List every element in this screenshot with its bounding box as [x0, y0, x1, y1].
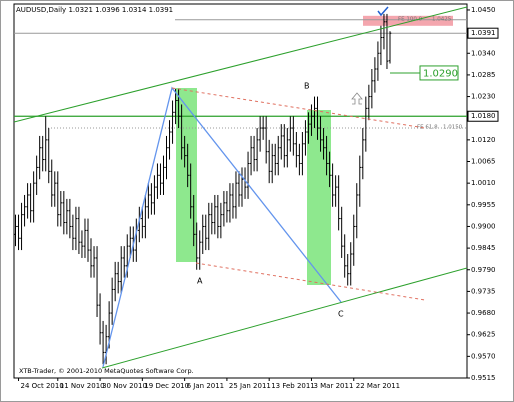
- wave-label: C: [338, 310, 344, 319]
- y-tick-label: 0.9570: [471, 352, 496, 360]
- channel-line: [14, 6, 467, 123]
- y-tick-label: 0.9735: [471, 287, 496, 295]
- fib-level-name: FE 100.0: [398, 16, 423, 22]
- chart-header: AUDUSD,Daily 1.0321 1.0396 1.0314 1.0391: [16, 6, 173, 14]
- y-tick-label: 0.9955: [471, 201, 496, 209]
- price-label: 1.0391: [471, 29, 496, 37]
- x-tick-label: 19 Dec 2010: [144, 382, 189, 390]
- plot-area: [13, 3, 468, 379]
- y-tick-label: 0.9900: [471, 222, 496, 230]
- y-tick-label: 1.0230: [471, 93, 496, 101]
- wave-label: B: [304, 82, 310, 91]
- y-tick-label: 0.9680: [471, 309, 496, 317]
- x-tick-label: 30 Nov 2010: [102, 382, 147, 390]
- x-tick-label: 24 Oct 2010: [21, 382, 64, 390]
- y-tick-label: 0.9845: [471, 244, 496, 252]
- target-label: 1.0290: [423, 68, 458, 79]
- support-label: 1.0180: [471, 112, 496, 120]
- y-tick-label: 0.9625: [471, 331, 496, 339]
- y-tick-label: 0.9515: [471, 374, 496, 382]
- price-label-box: [467, 27, 499, 39]
- levels: FE 100.0 1.0425 FE 61.8 1.0150: [14, 15, 467, 131]
- target-box: [419, 65, 459, 81]
- symbol: AUDUSD,Daily: [16, 6, 66, 14]
- x-tick-label: 11 Nov 2010: [60, 382, 105, 390]
- y-tick-label: 1.0010: [471, 179, 496, 187]
- x-tick-label: 3 Mar 2011: [313, 382, 353, 390]
- drawings: [14, 6, 467, 369]
- level-box: [363, 15, 453, 26]
- y-tick-label: 0.9790: [471, 266, 496, 274]
- low-value: 1.0314: [122, 6, 147, 14]
- y-tick-label: 1.0065: [471, 158, 496, 166]
- high-value: 1.0396: [95, 6, 120, 14]
- arrow-icon: [351, 92, 363, 105]
- x-tick-label: 6 Jan 2011: [187, 382, 225, 390]
- wave-label: A: [197, 277, 203, 286]
- check-icon: [377, 6, 389, 17]
- fib-level-name: FE 61.8: [417, 125, 438, 131]
- footer: XTB-Trader, © 2001-2010 MetaQuotes Softw…: [19, 367, 194, 375]
- highlight-zone: [307, 110, 331, 285]
- x-tick-label: 25 Jan 2011: [229, 382, 271, 390]
- close-value: 1.0391: [149, 6, 174, 14]
- x-tick-label: 13 Feb 2011: [271, 382, 315, 390]
- channel-line: [101, 267, 467, 369]
- support-label-box: [467, 110, 499, 122]
- dashed-line: [195, 262, 426, 301]
- y-tick-label: 1.0120: [471, 136, 496, 144]
- fib-level-value: 1.0150: [443, 125, 463, 131]
- y-tick-label: 1.0450: [471, 6, 496, 14]
- open-value: 1.0321: [68, 6, 93, 14]
- x-tick-label: 22 Mar 2011: [356, 382, 400, 390]
- fib-level-value: 1.0425: [432, 16, 452, 22]
- bars: [14, 13, 392, 365]
- dashed-line: [171, 87, 426, 129]
- y-tick-label: 1.0340: [471, 49, 496, 57]
- y-tick-label: 1.0285: [471, 71, 496, 79]
